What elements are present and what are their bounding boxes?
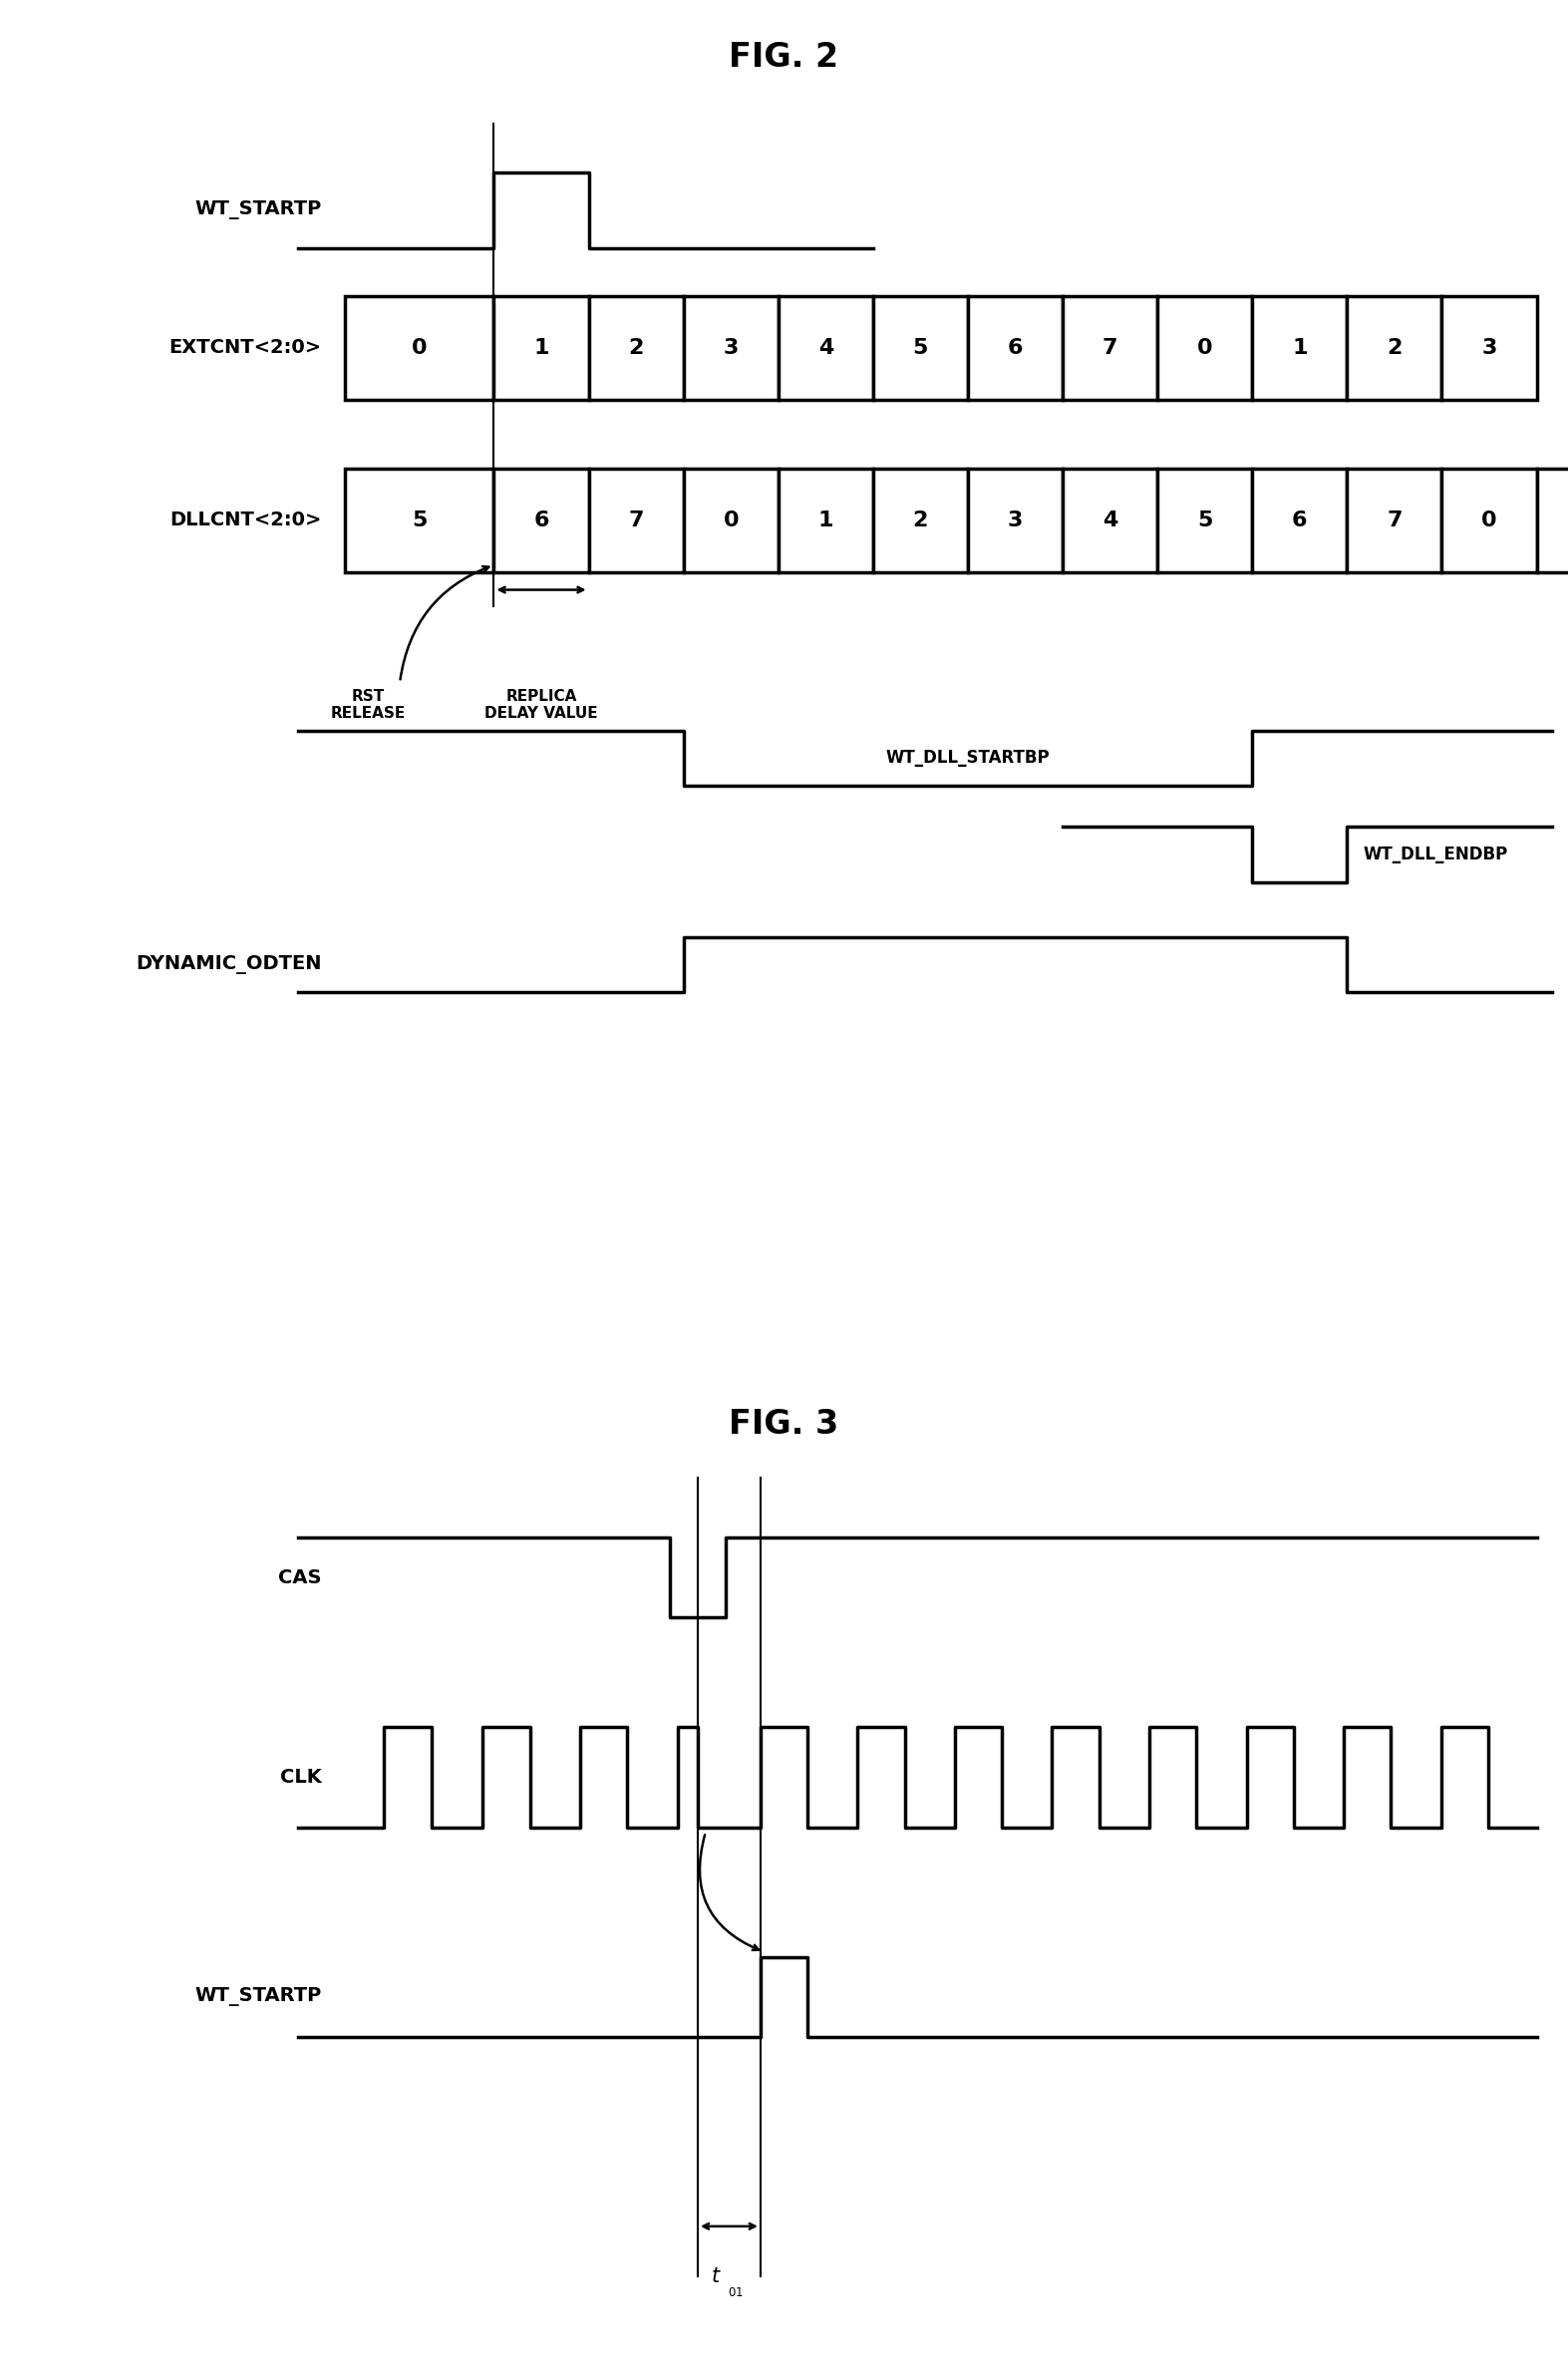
FancyBboxPatch shape [345,297,494,399]
Text: 5: 5 [1198,511,1212,530]
FancyBboxPatch shape [778,297,873,399]
FancyBboxPatch shape [684,468,778,573]
Text: 3: 3 [1008,511,1022,530]
Text: FIG. 2: FIG. 2 [729,40,839,74]
Text: 0: 0 [412,337,426,359]
FancyBboxPatch shape [1157,297,1253,399]
Text: $t$: $t$ [712,2267,721,2286]
Text: 4: 4 [818,337,833,359]
Text: 2: 2 [1386,337,1402,359]
FancyBboxPatch shape [1537,468,1568,573]
Text: DLLCNT<2:0>: DLLCNT<2:0> [169,511,321,530]
Text: 3: 3 [723,337,739,359]
Text: 6: 6 [1292,511,1308,530]
Text: 3: 3 [1482,337,1497,359]
FancyBboxPatch shape [1063,297,1157,399]
Text: 6: 6 [533,511,549,530]
Text: DYNAMIC_ODTEN: DYNAMIC_ODTEN [135,955,321,974]
Text: FIG. 3: FIG. 3 [729,1409,839,1440]
FancyBboxPatch shape [873,297,967,399]
Text: 0: 0 [1482,511,1497,530]
Text: CLK: CLK [279,1768,321,1787]
FancyBboxPatch shape [684,297,778,399]
FancyBboxPatch shape [494,468,588,573]
Text: $_{01}$: $_{01}$ [728,2281,743,2300]
FancyBboxPatch shape [494,297,588,399]
FancyBboxPatch shape [1253,468,1347,573]
FancyBboxPatch shape [1347,468,1443,573]
FancyBboxPatch shape [1347,297,1443,399]
FancyBboxPatch shape [588,468,684,573]
Text: 1: 1 [1292,337,1308,359]
Text: 0: 0 [723,511,739,530]
Text: WT_DLL_STARTBP: WT_DLL_STARTBP [886,748,1051,767]
FancyBboxPatch shape [967,297,1063,399]
Text: 7: 7 [1102,337,1118,359]
Text: EXTCNT<2:0>: EXTCNT<2:0> [169,337,321,356]
Text: 0: 0 [1196,337,1212,359]
FancyBboxPatch shape [778,468,873,573]
Text: WT_DLL_ENDBP: WT_DLL_ENDBP [1363,846,1507,862]
Text: 6: 6 [1008,337,1022,359]
Text: WT_STARTP: WT_STARTP [194,1986,321,2005]
FancyBboxPatch shape [1443,468,1537,573]
FancyBboxPatch shape [873,468,967,573]
Text: 4: 4 [1102,511,1118,530]
Text: 5: 5 [913,337,928,359]
Text: 2: 2 [913,511,928,530]
Text: WT_STARTP: WT_STARTP [194,200,321,219]
Text: CAS: CAS [278,1568,321,1587]
FancyBboxPatch shape [967,468,1063,573]
FancyBboxPatch shape [1157,468,1253,573]
Text: 7: 7 [629,511,644,530]
Text: 1: 1 [818,511,834,530]
FancyBboxPatch shape [588,297,684,399]
FancyBboxPatch shape [345,468,494,573]
Text: 1: 1 [533,337,549,359]
Text: REPLICA
DELAY VALUE: REPLICA DELAY VALUE [485,689,597,722]
FancyBboxPatch shape [1063,468,1157,573]
FancyBboxPatch shape [1443,297,1537,399]
Text: 2: 2 [629,337,644,359]
Text: 5: 5 [412,511,426,530]
FancyBboxPatch shape [1253,297,1347,399]
Text: 7: 7 [1386,511,1402,530]
Text: RST
RELEASE: RST RELEASE [331,689,406,722]
